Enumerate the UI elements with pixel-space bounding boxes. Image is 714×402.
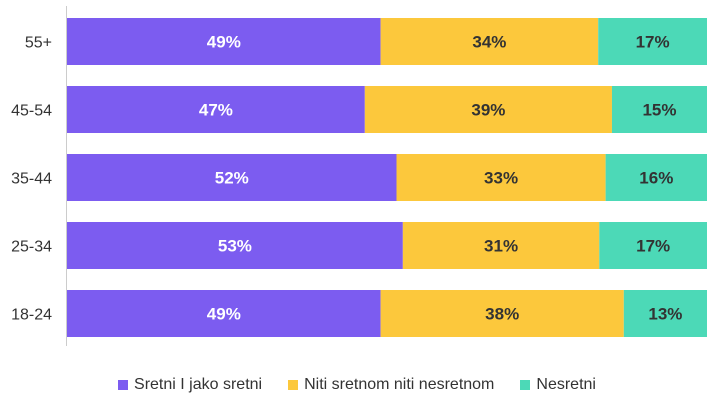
bar-value-label: 15% bbox=[642, 101, 676, 120]
bar-value-label: 49% bbox=[207, 305, 241, 324]
legend-item-sretni[interactable]: Sretni I jako sretni bbox=[118, 376, 262, 394]
category-label: 18-24 bbox=[11, 307, 52, 324]
bar-segment[interactable] bbox=[396, 154, 606, 201]
bar-segment[interactable] bbox=[605, 154, 707, 201]
bar-value-label: 13% bbox=[648, 305, 682, 324]
bar-value-label: 16% bbox=[639, 169, 673, 188]
bar-segment[interactable] bbox=[598, 18, 707, 65]
legend: Sretni I jako sretni Niti sretnom niti n… bbox=[0, 376, 714, 394]
bar-value-label: 47% bbox=[199, 101, 233, 120]
bar-value-label: 33% bbox=[484, 169, 518, 188]
bar-segment[interactable] bbox=[67, 86, 365, 133]
legend-swatch bbox=[118, 380, 129, 390]
bar-segment[interactable] bbox=[623, 290, 707, 337]
bar-value-label: 17% bbox=[636, 237, 670, 256]
bar-value-label: 39% bbox=[471, 101, 505, 120]
legend-item-neutral[interactable]: Niti sretnom niti nesretnom bbox=[288, 376, 494, 394]
bar-segment[interactable] bbox=[380, 18, 599, 65]
bar-segment[interactable] bbox=[611, 86, 707, 133]
bar-segment[interactable] bbox=[67, 18, 381, 65]
legend-item-nesretni[interactable]: Nesretni bbox=[520, 376, 596, 394]
bar-value-label: 49% bbox=[207, 33, 241, 52]
legend-label: Niti sretnom niti nesretnom bbox=[304, 376, 495, 393]
legend-swatch bbox=[520, 380, 531, 390]
chart: 55+ 49% 34% 17% 45-54 47% 39% 15% 35-44 52% 33% 16%… bbox=[11, 6, 707, 346]
category-label: 35-44 bbox=[11, 171, 52, 188]
bar-segment[interactable] bbox=[599, 222, 707, 269]
bar-segment[interactable] bbox=[364, 86, 612, 133]
legend-label: Nesretni bbox=[536, 376, 596, 393]
category-label: 45-54 bbox=[11, 103, 52, 120]
legend-swatch bbox=[288, 380, 299, 390]
bar-value-label: 17% bbox=[636, 33, 670, 52]
category-label: 25-34 bbox=[11, 239, 52, 256]
category-label: 55+ bbox=[25, 35, 52, 52]
bar-segment[interactable] bbox=[402, 222, 600, 269]
bar-segment[interactable] bbox=[380, 290, 624, 337]
bar-value-label: 38% bbox=[485, 305, 519, 324]
bar-value-label: 52% bbox=[215, 169, 249, 188]
bars-group: 55+ 49% 34% 17% 45-54 47% 39% 15% 35-44 52% 33% 16%… bbox=[11, 18, 707, 337]
bar-segment[interactable] bbox=[67, 154, 397, 201]
bar-segment[interactable] bbox=[67, 290, 381, 337]
bar-value-label: 34% bbox=[472, 33, 506, 52]
legend-label: Sretni I jako sretni bbox=[134, 376, 263, 393]
bar-segment[interactable] bbox=[67, 222, 403, 269]
bar-value-label: 53% bbox=[218, 237, 252, 256]
bar-value-label: 31% bbox=[484, 237, 518, 256]
